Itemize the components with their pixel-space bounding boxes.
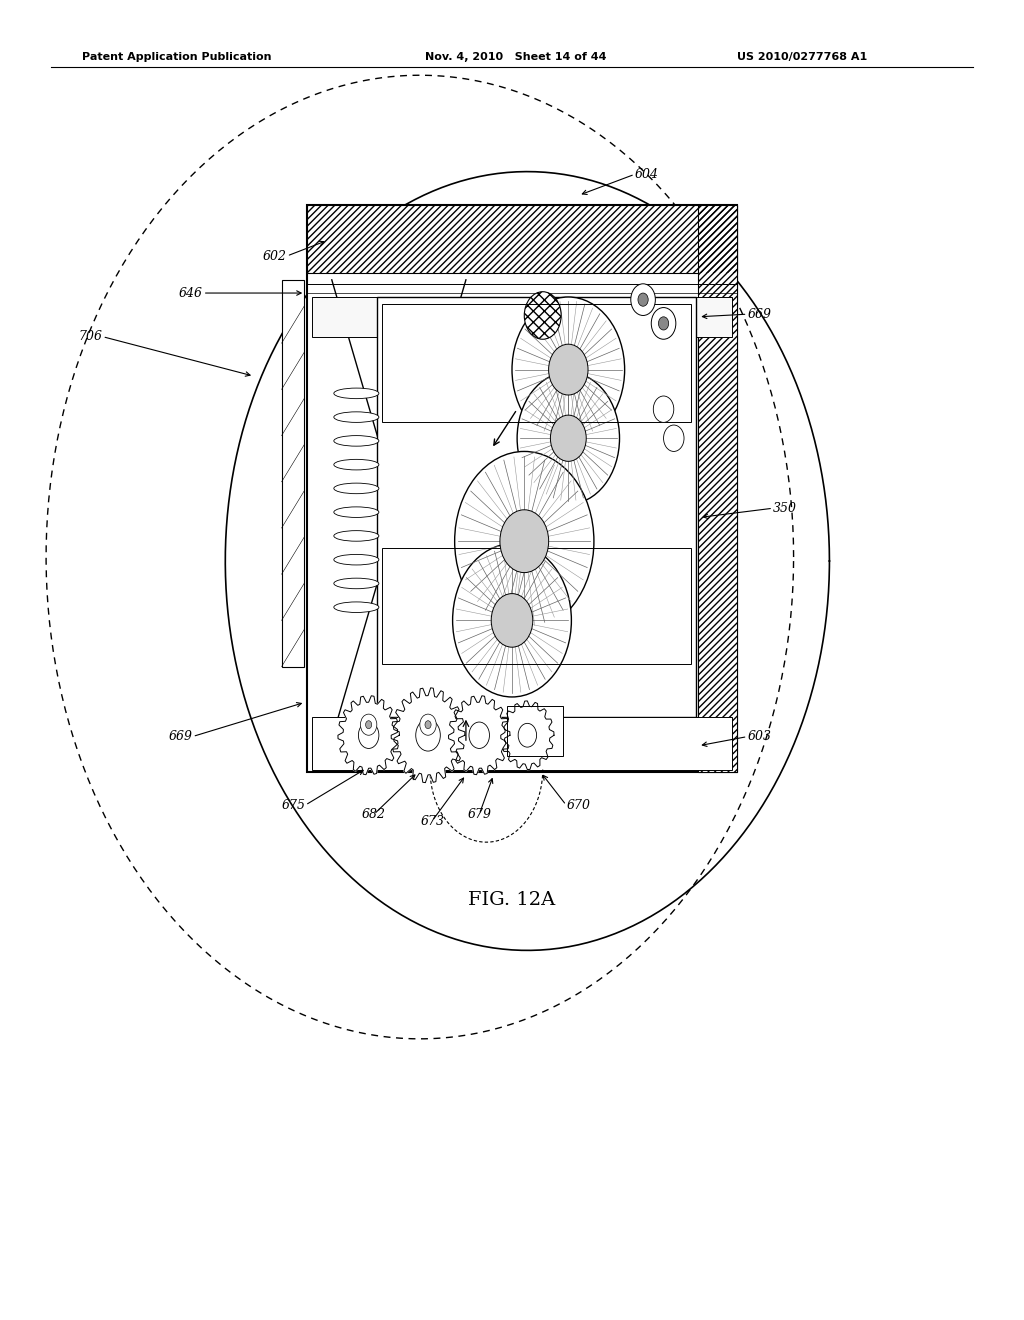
Text: 646: 646 — [179, 286, 203, 300]
Ellipse shape — [334, 483, 379, 494]
Circle shape — [524, 292, 561, 339]
Text: 604: 604 — [635, 168, 658, 181]
Text: 602: 602 — [263, 249, 287, 263]
Circle shape — [360, 714, 377, 735]
Circle shape — [500, 510, 549, 573]
Ellipse shape — [334, 436, 379, 446]
Circle shape — [358, 722, 379, 748]
Circle shape — [658, 317, 669, 330]
Circle shape — [366, 721, 372, 729]
Circle shape — [651, 308, 676, 339]
Ellipse shape — [334, 412, 379, 422]
Bar — [312, 717, 732, 770]
Bar — [382, 548, 691, 664]
Circle shape — [638, 293, 648, 306]
Polygon shape — [338, 696, 399, 775]
Circle shape — [664, 425, 684, 451]
Bar — [307, 205, 737, 273]
Ellipse shape — [334, 554, 379, 565]
Ellipse shape — [334, 507, 379, 517]
Ellipse shape — [334, 578, 379, 589]
Text: 673: 673 — [420, 814, 444, 828]
Bar — [377, 297, 696, 717]
Text: Nov. 4, 2010   Sheet 14 of 44: Nov. 4, 2010 Sheet 14 of 44 — [425, 53, 606, 62]
Ellipse shape — [334, 602, 379, 612]
Circle shape — [517, 372, 620, 504]
Circle shape — [518, 723, 537, 747]
Text: 669: 669 — [169, 730, 193, 743]
Text: Patent Application Publication: Patent Application Publication — [82, 53, 271, 62]
Bar — [698, 205, 737, 772]
Bar — [698, 205, 737, 772]
Polygon shape — [501, 701, 554, 770]
Circle shape — [455, 451, 594, 631]
Polygon shape — [391, 688, 465, 783]
Circle shape — [416, 719, 440, 751]
Circle shape — [469, 722, 489, 748]
Text: 675: 675 — [282, 799, 305, 812]
Circle shape — [512, 297, 625, 442]
Bar — [282, 280, 304, 667]
Circle shape — [551, 414, 586, 461]
Text: 350: 350 — [773, 502, 797, 515]
Polygon shape — [449, 696, 510, 775]
Ellipse shape — [334, 531, 379, 541]
Bar — [307, 205, 737, 273]
Bar — [312, 297, 732, 337]
Text: 679: 679 — [467, 808, 492, 821]
Circle shape — [653, 396, 674, 422]
Text: FIG. 12A: FIG. 12A — [468, 891, 556, 909]
Circle shape — [425, 721, 431, 729]
Text: 670: 670 — [566, 799, 590, 812]
Text: US 2010/0277768 A1: US 2010/0277768 A1 — [737, 53, 867, 62]
Circle shape — [453, 544, 571, 697]
Bar — [507, 706, 563, 756]
Ellipse shape — [334, 459, 379, 470]
Circle shape — [631, 284, 655, 315]
Bar — [382, 304, 691, 422]
Ellipse shape — [334, 388, 379, 399]
Circle shape — [420, 714, 436, 735]
Text: 669: 669 — [748, 308, 771, 321]
Text: 706: 706 — [79, 330, 102, 343]
Circle shape — [549, 345, 588, 395]
Circle shape — [492, 594, 532, 647]
Text: 682: 682 — [361, 808, 386, 821]
Text: 603: 603 — [748, 730, 771, 743]
Bar — [307, 205, 737, 772]
